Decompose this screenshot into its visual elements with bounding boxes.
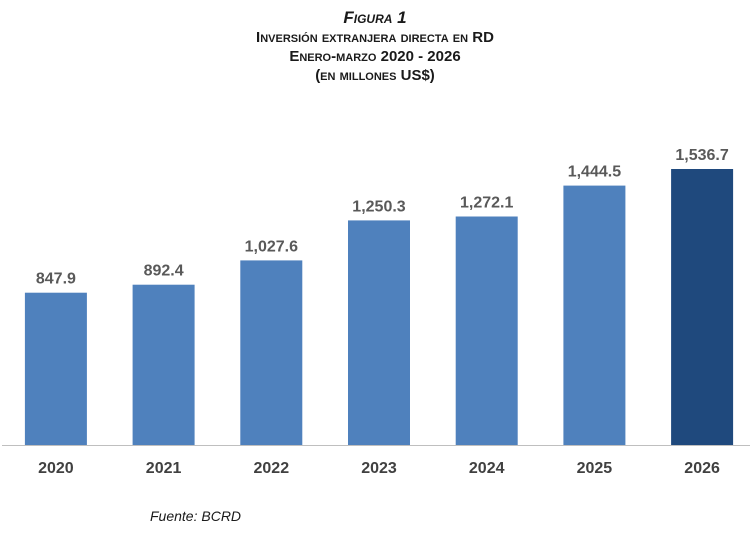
- value-label-2020: 847.9: [36, 271, 76, 288]
- category-label-2025: 2025: [577, 460, 613, 477]
- value-label-2021: 892.4: [144, 263, 184, 280]
- value-label-2025: 1,444.5: [568, 164, 621, 181]
- value-label-2022: 1,027.6: [245, 238, 298, 255]
- bar-2020: [24, 292, 87, 445]
- bar-2025: [563, 185, 626, 445]
- chart-title: Inversión extranjera directa en RD: [256, 29, 494, 46]
- category-label-2024: 2024: [469, 460, 505, 477]
- chart-subtitle: Enero-marzo 2020 - 2026: [289, 48, 461, 65]
- bar-2021: [132, 284, 195, 445]
- bar-2024: [455, 216, 518, 445]
- category-label-2026: 2026: [684, 460, 720, 477]
- figure-label: Figura 1: [343, 8, 407, 27]
- bar-2026: [671, 169, 734, 445]
- category-label-2021: 2021: [146, 460, 182, 477]
- bar-2022: [240, 260, 303, 445]
- value-label-2024: 1,272.1: [460, 195, 513, 212]
- value-label-2023: 1,250.3: [352, 198, 405, 215]
- value-label-2026: 1,536.7: [675, 147, 728, 164]
- chart-units: (en millones US$): [315, 67, 435, 84]
- source-note: Fuente: BCRD: [150, 508, 242, 524]
- category-label-2020: 2020: [38, 460, 74, 477]
- bar-2023: [348, 220, 410, 445]
- chart-titles: Figura 1 Inversión extranjera directa en…: [0, 8, 750, 85]
- category-label-2023: 2023: [361, 460, 397, 477]
- category-label-2022: 2022: [254, 460, 290, 477]
